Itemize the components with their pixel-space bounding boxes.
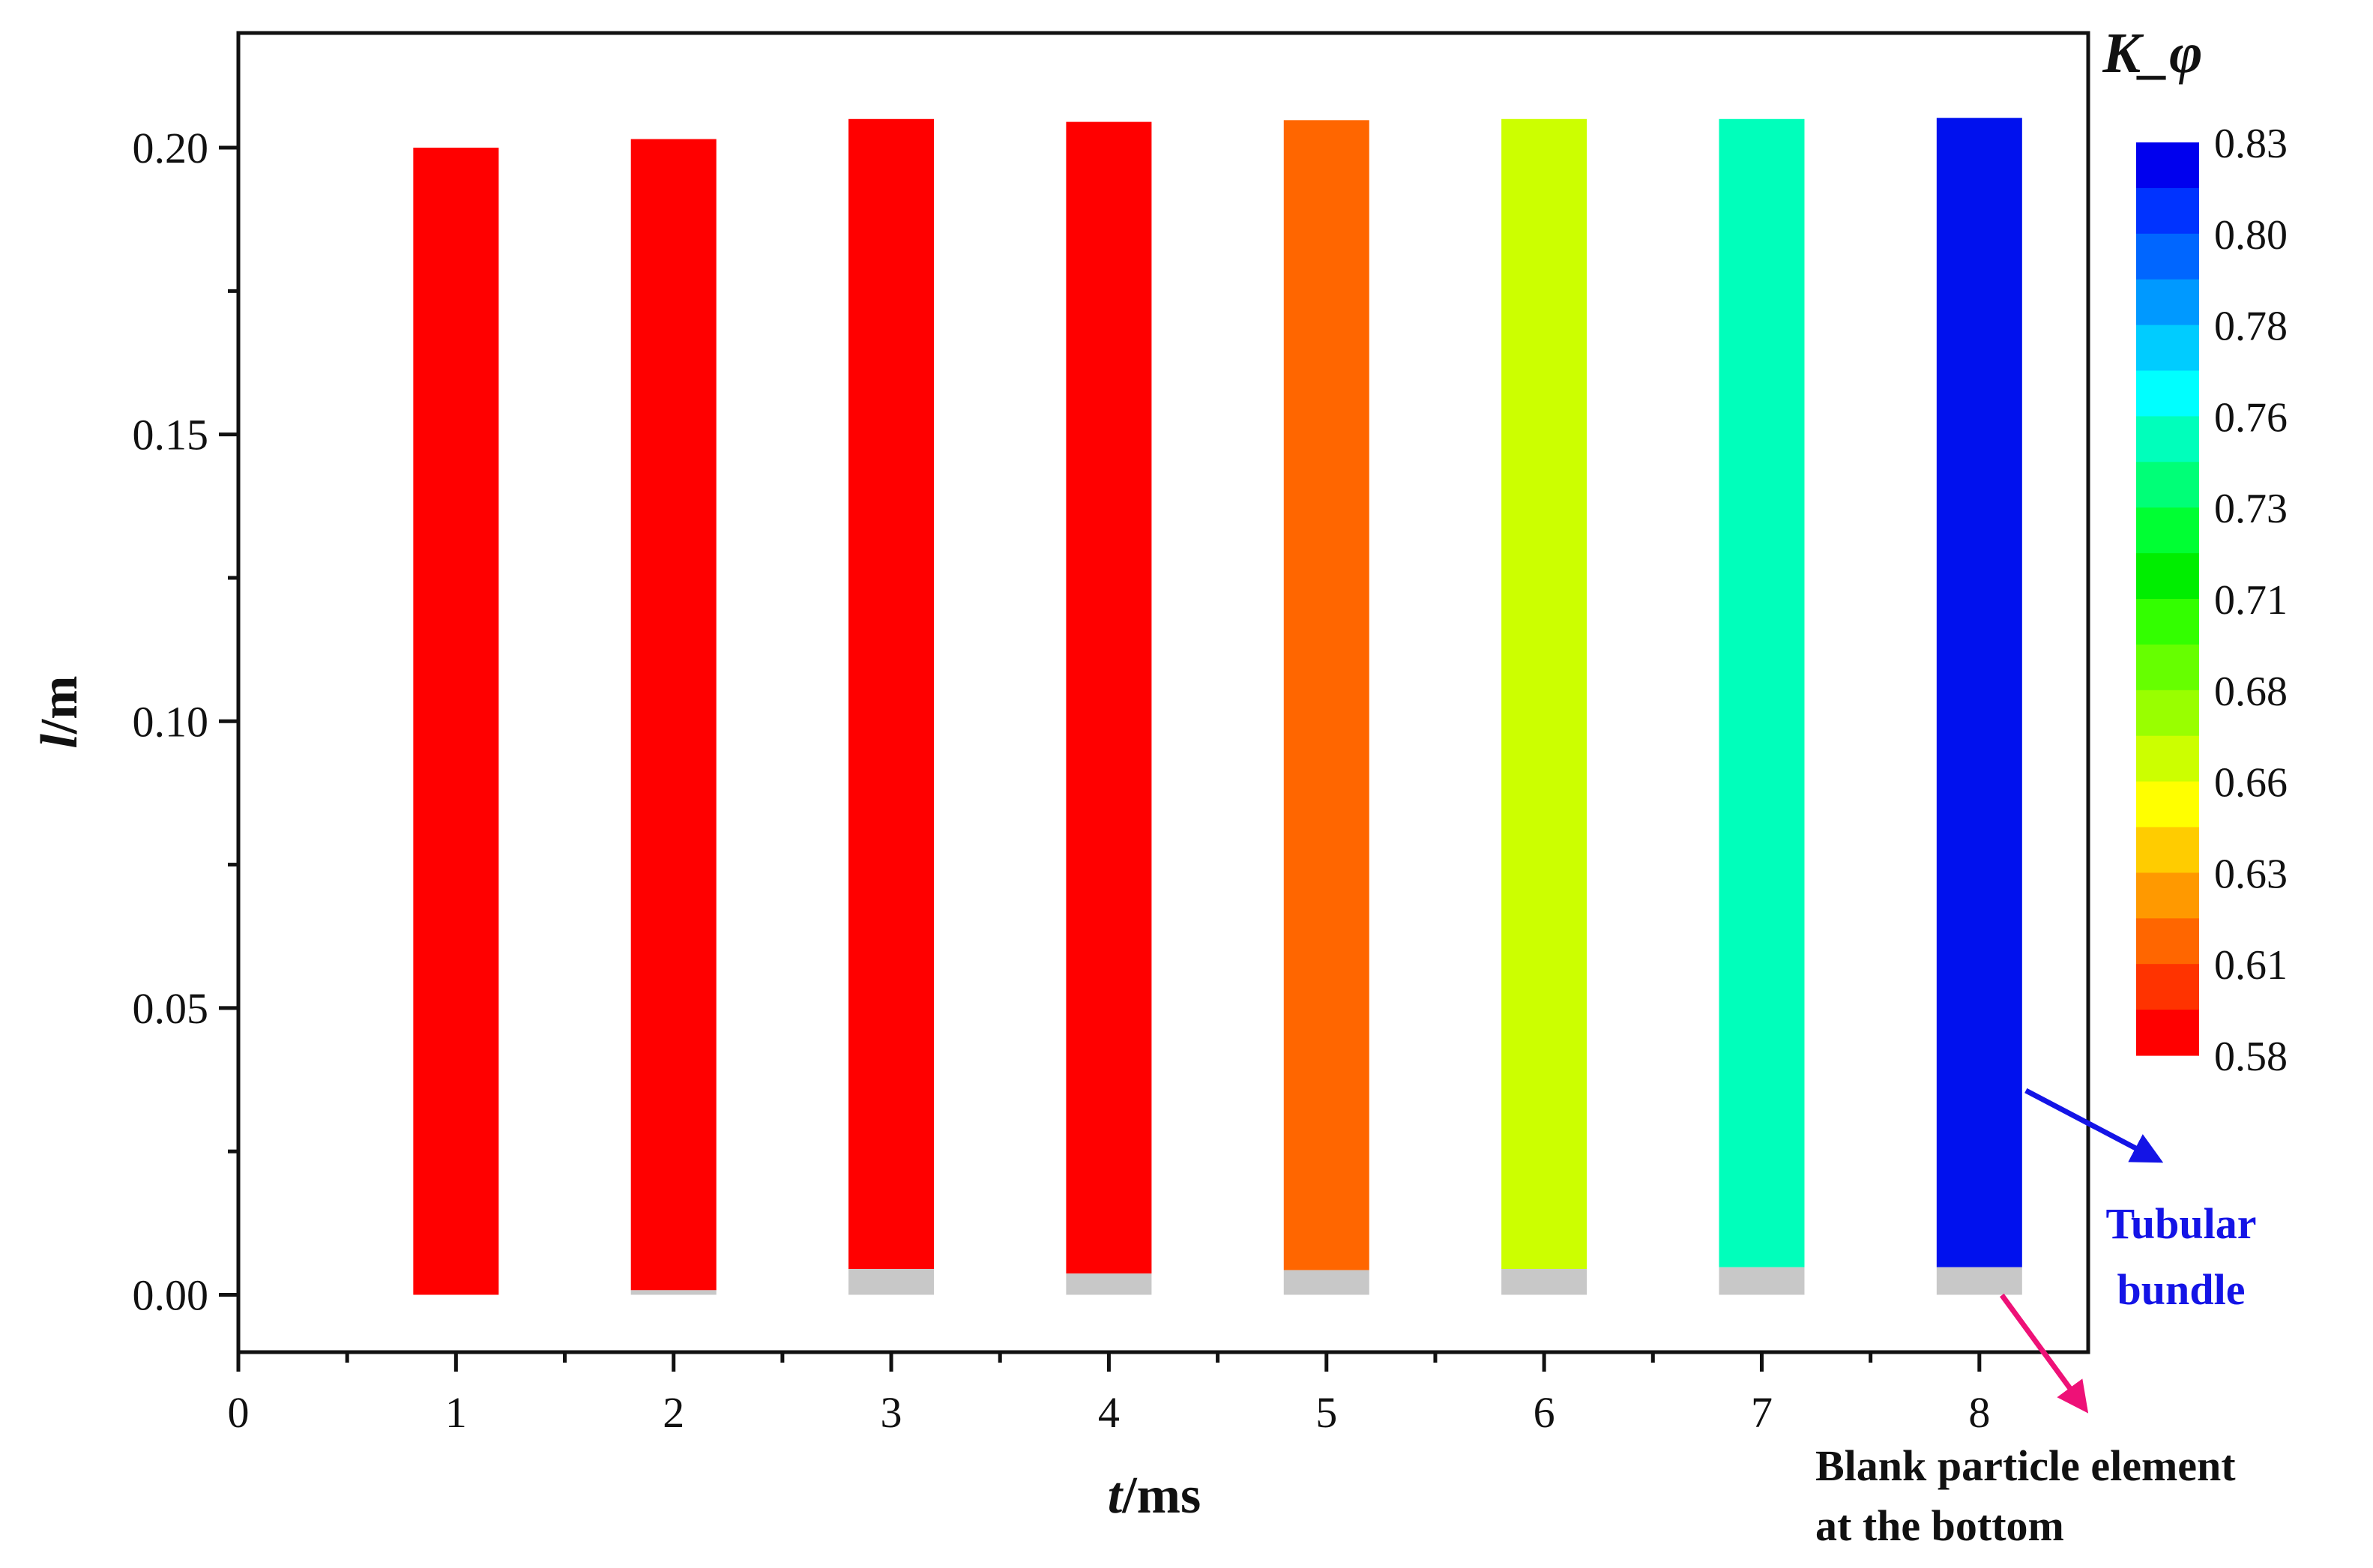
bar-8 xyxy=(1936,118,2022,1267)
colorbar-swatch-16 xyxy=(2136,872,2199,919)
blank-segment-7 xyxy=(1719,1267,1805,1295)
colorbar-swatch-1 xyxy=(2136,187,2199,235)
colorbar-swatch-14 xyxy=(2136,781,2199,828)
y-axis-title-unit: /m xyxy=(31,675,88,735)
y-tick-label-0: 0.00 xyxy=(133,1270,209,1319)
colorbar-swatch-2 xyxy=(2136,233,2199,280)
colorbar-label-1: 0.80 xyxy=(2214,212,2288,259)
bar-4 xyxy=(1066,121,1152,1274)
colorbar-label-3: 0.76 xyxy=(2214,394,2288,441)
colorbar-swatch-10 xyxy=(2136,599,2199,645)
colorbar-swatch-8 xyxy=(2136,507,2199,554)
colorbar-swatch-19 xyxy=(2136,1010,2199,1056)
x-tick-label-1: 1 xyxy=(445,1388,467,1437)
plot-frame xyxy=(236,31,2090,1354)
x-axis-title-var: t xyxy=(1108,1467,1124,1525)
colorbar-label-0: 0.83 xyxy=(2214,121,2288,167)
y-tick-label-3: 0.15 xyxy=(133,411,209,459)
colorbar-title: K_φ xyxy=(2102,22,2202,85)
x-tick-label-7: 7 xyxy=(1751,1388,1773,1437)
colorbar-swatch-6 xyxy=(2136,416,2199,462)
colorbar-label-5: 0.71 xyxy=(2214,577,2288,624)
colorbar-swatch-17 xyxy=(2136,918,2199,965)
colorbar-swatch-15 xyxy=(2136,827,2199,873)
y-axis-title: l/m xyxy=(31,675,88,748)
colorbar-label-6: 0.68 xyxy=(2214,669,2288,715)
x-tick-label-3: 3 xyxy=(881,1388,902,1437)
bar-7 xyxy=(1719,118,1805,1267)
x-tick-label-5: 5 xyxy=(1315,1388,1337,1437)
blank-segment-8 xyxy=(1936,1267,2022,1295)
colorbar-swatch-13 xyxy=(2136,735,2199,783)
colorbar-label-9: 0.61 xyxy=(2214,942,2288,989)
axes: 0 1 2 3 4 5 6 7 8 0.00 0.05 0.10 0.15 0.20 xyxy=(133,31,2090,1437)
colorbar-swatch-5 xyxy=(2136,370,2199,417)
bar-2 xyxy=(630,139,717,1291)
blank-arrow xyxy=(1999,1293,2089,1414)
x-tick-label-6: 6 xyxy=(1534,1388,1555,1437)
x-tick-label-0: 0 xyxy=(228,1388,250,1437)
blank-element-label-line-2: at the bottom xyxy=(1815,1501,2064,1550)
bar-series xyxy=(413,118,2022,1295)
colorbar: 0.83 0.80 0.78 0.76 0.73 0.71 0.68 0.66 0.63 0.61… xyxy=(2136,121,2288,1080)
bar-5 xyxy=(1283,120,1369,1270)
y-tick-label-4: 0.20 xyxy=(133,124,209,172)
blank-element-label-line-1: Blank particle element xyxy=(1815,1441,2236,1490)
bar-1 xyxy=(413,148,499,1295)
blank-segment-2 xyxy=(630,1290,717,1295)
x-axis-title-unit: /ms xyxy=(1121,1467,1201,1525)
colorbar-swatch-0 xyxy=(2136,142,2199,189)
blank-segment-4 xyxy=(1066,1273,1152,1295)
tubular-bundle-label-line-2: bundle xyxy=(2117,1265,2246,1314)
x-axis-title: t/ms xyxy=(1108,1467,1201,1525)
colorbar-label-2: 0.78 xyxy=(2214,304,2288,350)
blank-segment-6 xyxy=(1501,1269,1587,1295)
x-tick-label-4: 4 xyxy=(1098,1388,1120,1437)
colorbar-label-7: 0.66 xyxy=(2214,760,2288,806)
colorbar-label-10: 0.58 xyxy=(2214,1034,2288,1080)
colorbar-swatch-9 xyxy=(2136,553,2199,600)
annotations: Tubular bundle Blank particle element at th… xyxy=(1815,1088,2257,1550)
colorbar-swatch-12 xyxy=(2136,690,2199,737)
colorbar-swatch-3 xyxy=(2136,279,2199,326)
bar-6 xyxy=(1501,118,1587,1270)
y-axis-title-var: l xyxy=(31,734,88,749)
y-tick-label-1: 0.05 xyxy=(133,984,209,1033)
colorbar-label-4: 0.73 xyxy=(2214,486,2288,532)
colorbar-swatch-7 xyxy=(2136,462,2199,508)
y-tick-label-2: 0.10 xyxy=(133,697,209,746)
x-tick-label-2: 2 xyxy=(663,1388,684,1437)
bar-3 xyxy=(848,118,935,1270)
tubular-arrow xyxy=(2024,1088,2164,1163)
colorbar-swatch-11 xyxy=(2136,644,2199,691)
tubular-bundle-label-line-1: Tubular xyxy=(2106,1199,2257,1248)
colorbar-label-8: 0.63 xyxy=(2214,851,2288,897)
x-tick-label-8: 8 xyxy=(1968,1388,1990,1437)
blank-segment-3 xyxy=(848,1269,935,1295)
colorbar-swatch-18 xyxy=(2136,964,2199,1010)
colorbar-swatch-4 xyxy=(2136,325,2199,372)
blank-segment-5 xyxy=(1283,1270,1369,1295)
